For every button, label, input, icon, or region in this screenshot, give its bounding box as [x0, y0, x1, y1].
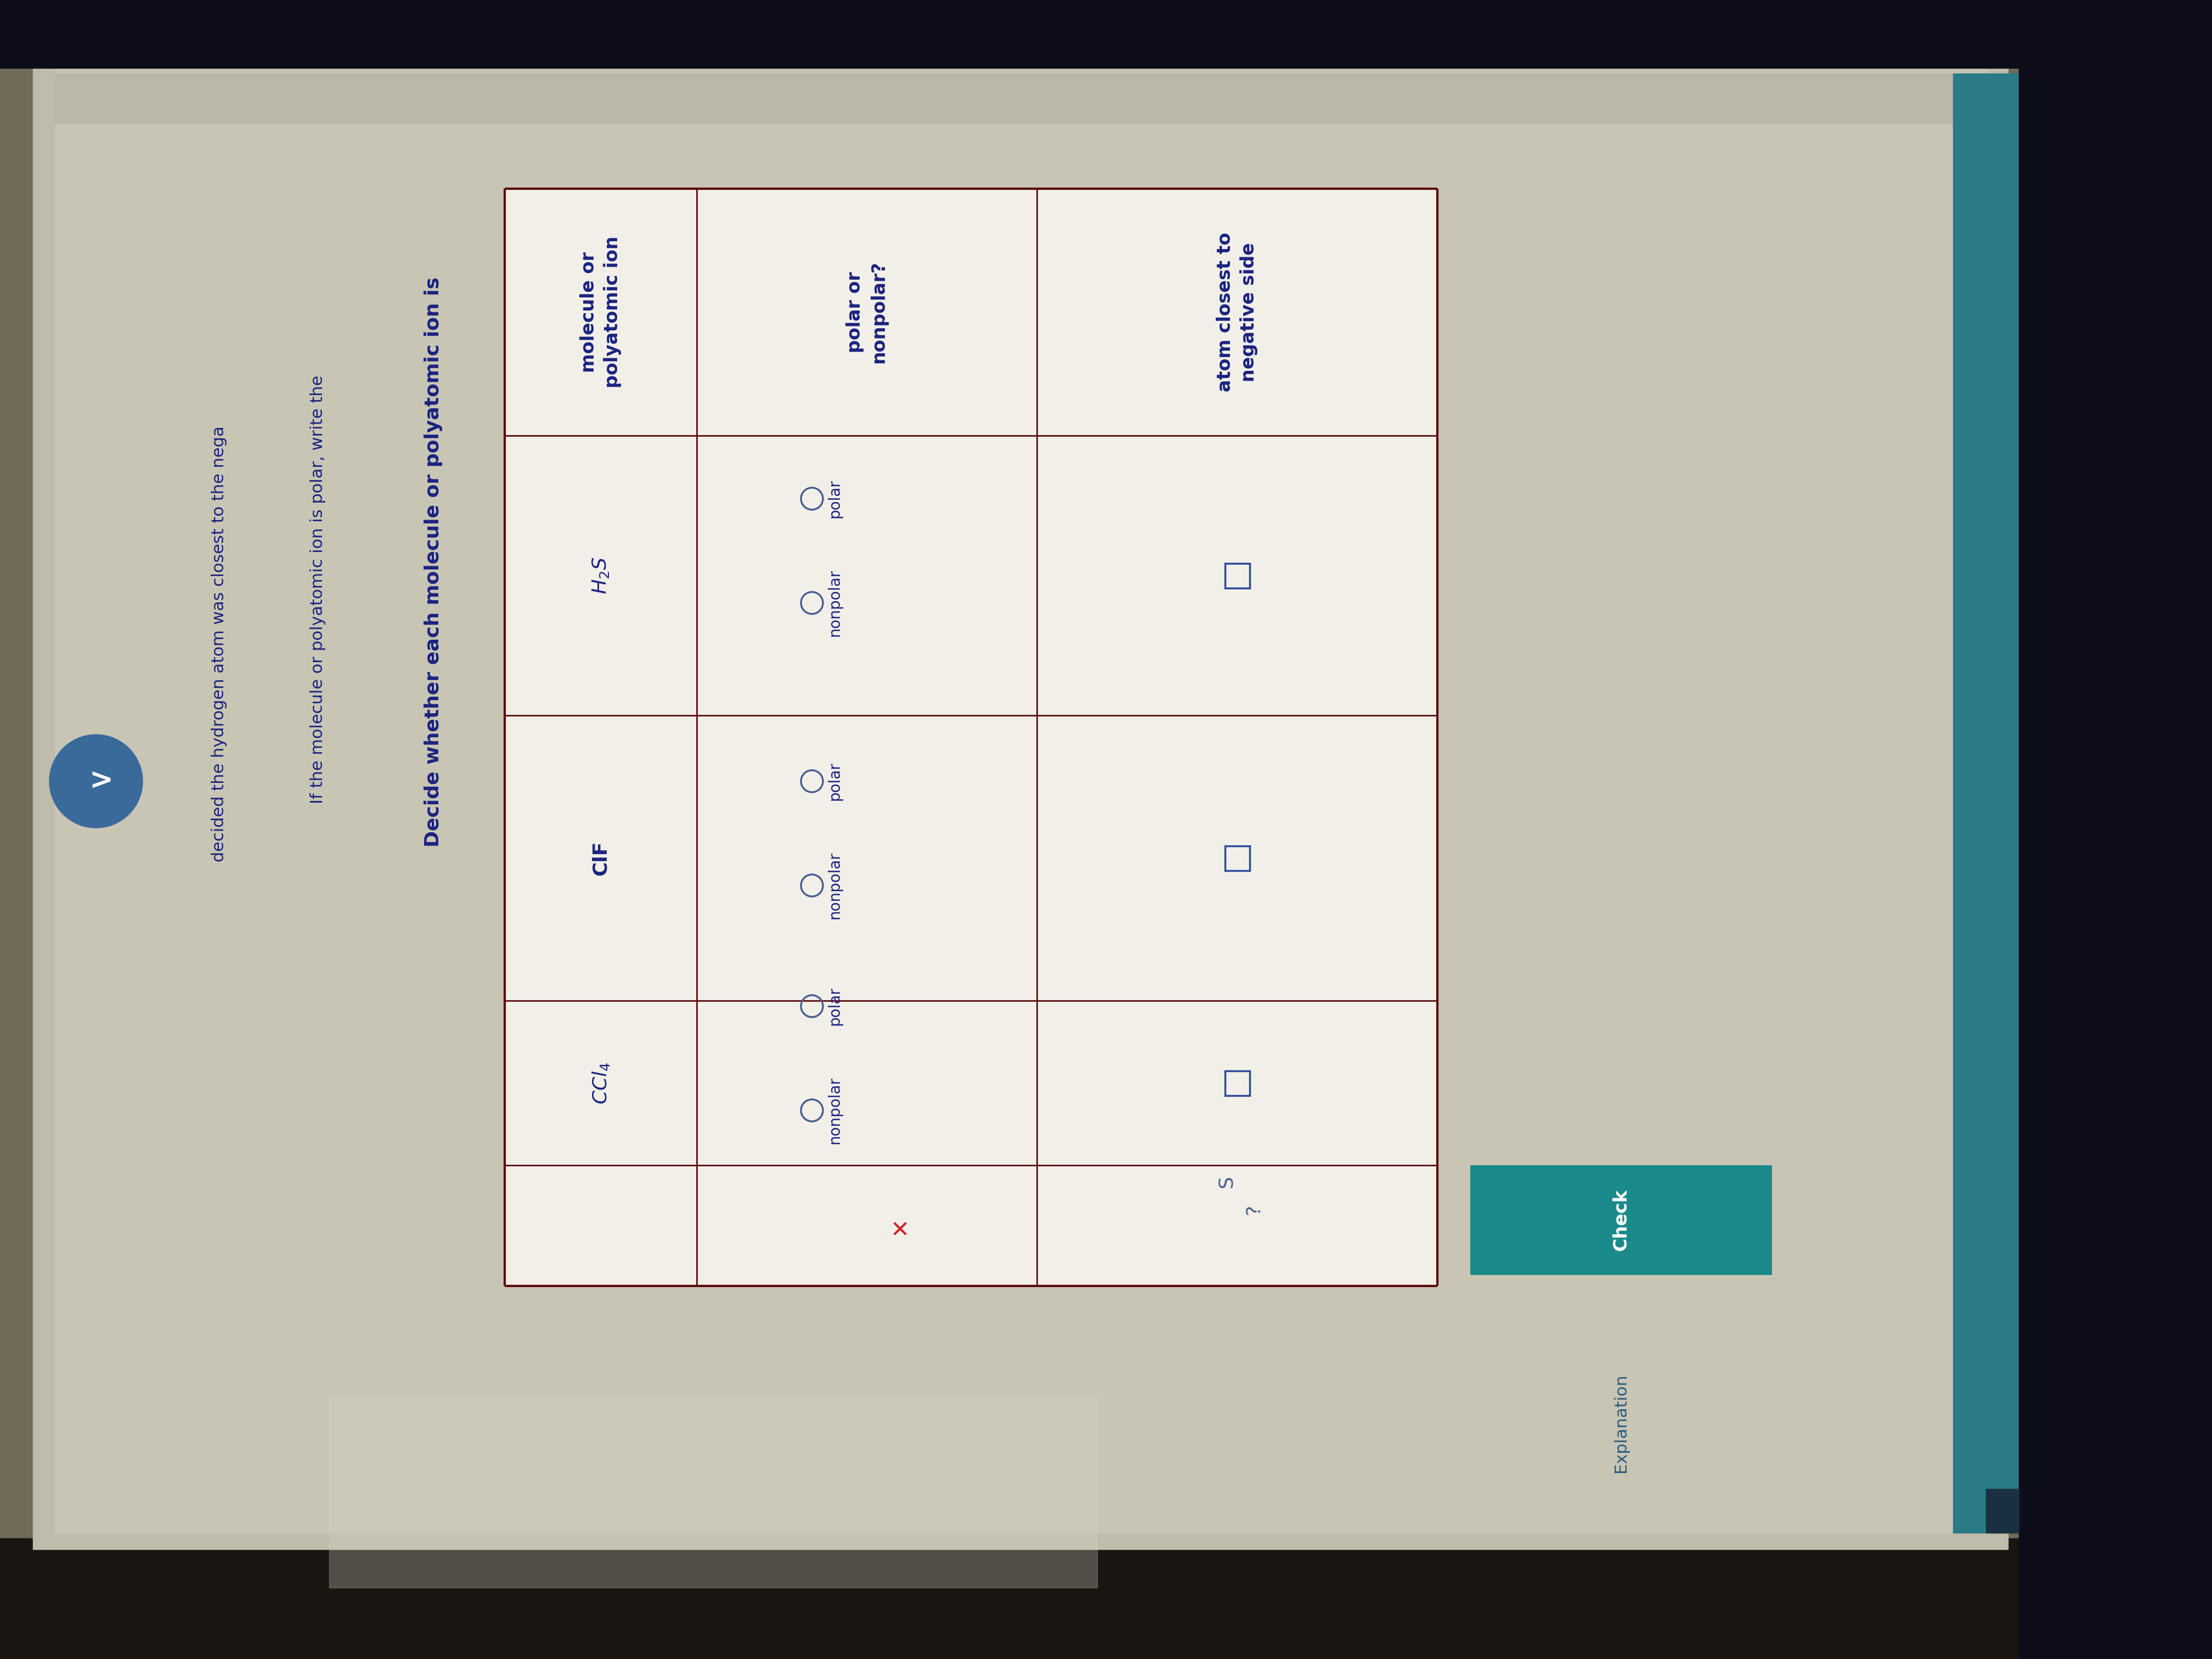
Text: S: S — [1217, 1176, 1237, 1188]
Text: If the molecule or polyatomic ion is polar, write the: If the molecule or polyatomic ion is pol… — [310, 375, 325, 803]
Text: atom closest to
negative side: atom closest to negative side — [1217, 232, 1259, 392]
Text: decided the hydrogen atom was closest to the nega: decided the hydrogen atom was closest to… — [212, 426, 228, 863]
Text: ?: ? — [1243, 1204, 1263, 1214]
Text: >: > — [88, 766, 113, 795]
Text: nonpolar: nonpolar — [827, 569, 843, 637]
Text: molecule or
polyatomic ion: molecule or polyatomic ion — [580, 236, 622, 388]
Text: polar: polar — [827, 987, 843, 1025]
Bar — [1986, 1488, 2020, 1533]
Text: polar or
nonpolar?: polar or nonpolar? — [845, 260, 887, 363]
Bar — [1225, 846, 1250, 871]
Text: ClF: ClF — [591, 841, 611, 876]
Text: polar: polar — [827, 479, 843, 518]
Circle shape — [49, 735, 142, 828]
Bar — [0, 0, 2212, 68]
Bar — [55, 73, 1953, 123]
Text: ✕: ✕ — [889, 1216, 911, 1236]
Bar — [1225, 1070, 1250, 1095]
Bar — [2020, 0, 2212, 1659]
Text: Decide whether each molecule or polyatomic ion is: Decide whether each molecule or polyatom… — [425, 277, 442, 846]
Bar — [1225, 562, 1250, 587]
Text: $H_2S$: $H_2S$ — [591, 557, 611, 594]
Bar — [55, 56, 1986, 1533]
Text: nonpolar: nonpolar — [827, 1077, 843, 1145]
Bar — [330, 1395, 1097, 1588]
Bar — [33, 35, 2008, 1550]
Bar — [1953, 73, 2020, 1533]
Text: Explanation: Explanation — [1613, 1374, 1628, 1473]
Bar — [504, 189, 1438, 1286]
Text: nonpolar: nonpolar — [827, 851, 843, 919]
Text: polar: polar — [827, 761, 843, 801]
Bar — [1471, 1165, 1772, 1276]
Bar — [0, 1538, 2212, 1659]
Text: Check: Check — [1613, 1190, 1630, 1251]
Text: $CCl_4$: $CCl_4$ — [591, 1062, 611, 1105]
